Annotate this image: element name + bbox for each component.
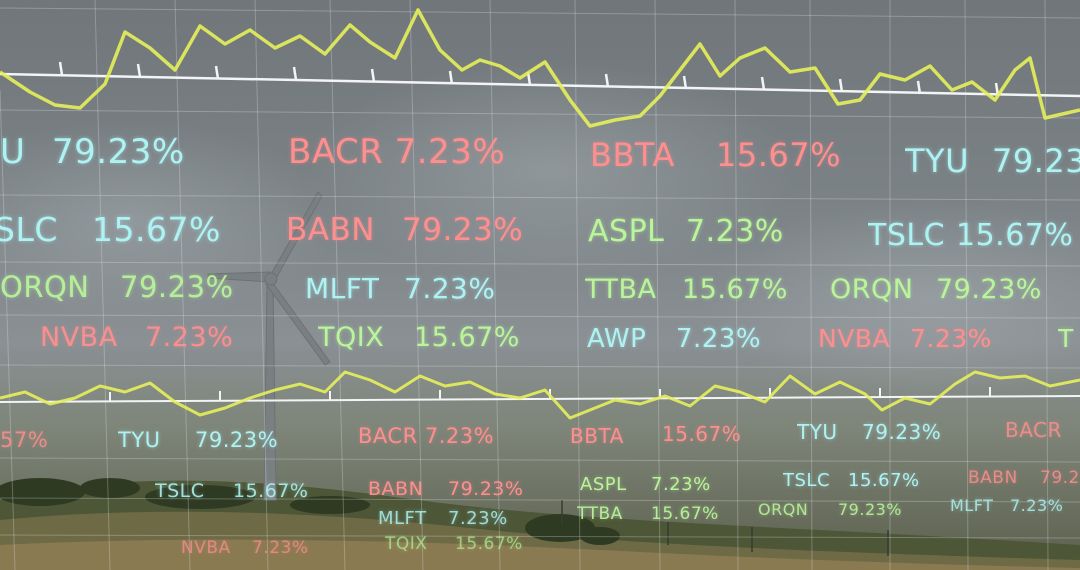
ticker-label: 79.23% bbox=[120, 270, 234, 304]
ticker-label: 7.23% bbox=[676, 324, 762, 354]
ticker-label: 79.23% bbox=[195, 428, 279, 452]
ticker-label: BABN bbox=[286, 212, 375, 248]
power-poles bbox=[561, 500, 889, 556]
ticker-label: TYU bbox=[118, 428, 161, 452]
ticker-label: T bbox=[1058, 324, 1074, 353]
cloud bbox=[0, 120, 340, 320]
bottom-axis bbox=[0, 387, 1080, 403]
ticker-label: 79.23% bbox=[862, 420, 942, 444]
ticker-label: MLFT bbox=[378, 508, 427, 529]
top-axis bbox=[0, 61, 1080, 98]
ticker-label: ORQN bbox=[0, 270, 90, 304]
ticker-label: ASPL bbox=[580, 474, 627, 495]
ticker-label: TQIX bbox=[318, 322, 385, 353]
ticker-label: ORQN bbox=[758, 500, 809, 519]
ticker-label: BACR 7.23% bbox=[358, 424, 495, 448]
ticker-label: 15.67% bbox=[414, 322, 520, 353]
ticker-label: 15.67% bbox=[455, 534, 523, 554]
ticker-label: BBTA bbox=[590, 136, 675, 174]
price-line-bottom bbox=[0, 370, 1080, 420]
ticker-label: BACR bbox=[1005, 418, 1062, 442]
ticker-label: 79.23% bbox=[448, 478, 524, 500]
ticker-label: TTBA bbox=[577, 504, 623, 524]
ticker-label: MLFT bbox=[950, 496, 994, 515]
ticker-label: SLC bbox=[0, 210, 58, 249]
ticker-label: 79.23% bbox=[838, 500, 903, 519]
ticker-label: MLFT bbox=[305, 272, 380, 305]
cloud bbox=[300, 60, 800, 280]
ticker-label: BABN bbox=[968, 468, 1018, 488]
ticker-label: 7.23% bbox=[686, 214, 784, 249]
ticker-label: 79.2 bbox=[1040, 468, 1080, 488]
ticker-label: ASPL bbox=[588, 214, 665, 249]
ticker-label: NVBA bbox=[818, 324, 891, 353]
ticker-label: 15.67% bbox=[92, 210, 221, 249]
cloud bbox=[700, 200, 1080, 400]
field-strip bbox=[0, 539, 1080, 570]
ticker-label: TYU bbox=[797, 420, 838, 444]
price-line-top bbox=[0, 8, 1080, 128]
ticker-label: 7.23% bbox=[252, 538, 309, 558]
ticker-label: TSLC bbox=[783, 470, 831, 491]
ticker-label: 7.23% bbox=[910, 324, 992, 353]
ticker-label: 15.67% bbox=[682, 274, 788, 305]
ticker-label: NVBA bbox=[181, 538, 231, 558]
ticker-label: ORQN bbox=[830, 274, 914, 305]
ticker-label: 79.23% bbox=[936, 274, 1042, 305]
ticker-label: TSLC bbox=[155, 480, 205, 502]
ticker-label: 57% bbox=[0, 428, 49, 452]
ticker-label: 79.23% bbox=[52, 132, 185, 172]
ticker-label: TTBA bbox=[585, 274, 657, 305]
ticker-label: 7.23% bbox=[651, 474, 711, 495]
ticker-label: 15.67% bbox=[848, 470, 920, 491]
ticker-label: TQIX bbox=[385, 534, 428, 554]
ticker-label: 79.23 bbox=[992, 142, 1080, 180]
ticker-label: 7.23% bbox=[448, 508, 508, 529]
ticker-label: 15.67% bbox=[716, 136, 842, 174]
ticker-label: BABN bbox=[368, 478, 424, 500]
ticker-label: BBTA bbox=[570, 424, 624, 448]
ticker-label: 15.67% bbox=[233, 480, 309, 502]
ticker-label: 15.67% bbox=[956, 218, 1074, 253]
ticker-label: BACR 7.23% bbox=[288, 132, 506, 172]
ticker-label: 7.23% bbox=[1010, 496, 1064, 515]
ticker-label: 7.23% bbox=[404, 272, 496, 305]
tree-line bbox=[0, 478, 620, 545]
ticker-label: 79.23% bbox=[402, 212, 524, 248]
ticker-label: U bbox=[0, 132, 26, 172]
ticker-label: 15.67% bbox=[662, 422, 742, 446]
ticker-label: 15.67% bbox=[651, 504, 719, 524]
ticker-label: NVBA bbox=[40, 322, 118, 353]
ticker-label: 7.23% bbox=[145, 322, 234, 353]
ticker-label: TYU bbox=[905, 142, 970, 180]
ticker-label: AWP bbox=[587, 324, 647, 354]
ticker-label: TSLC bbox=[868, 218, 946, 253]
